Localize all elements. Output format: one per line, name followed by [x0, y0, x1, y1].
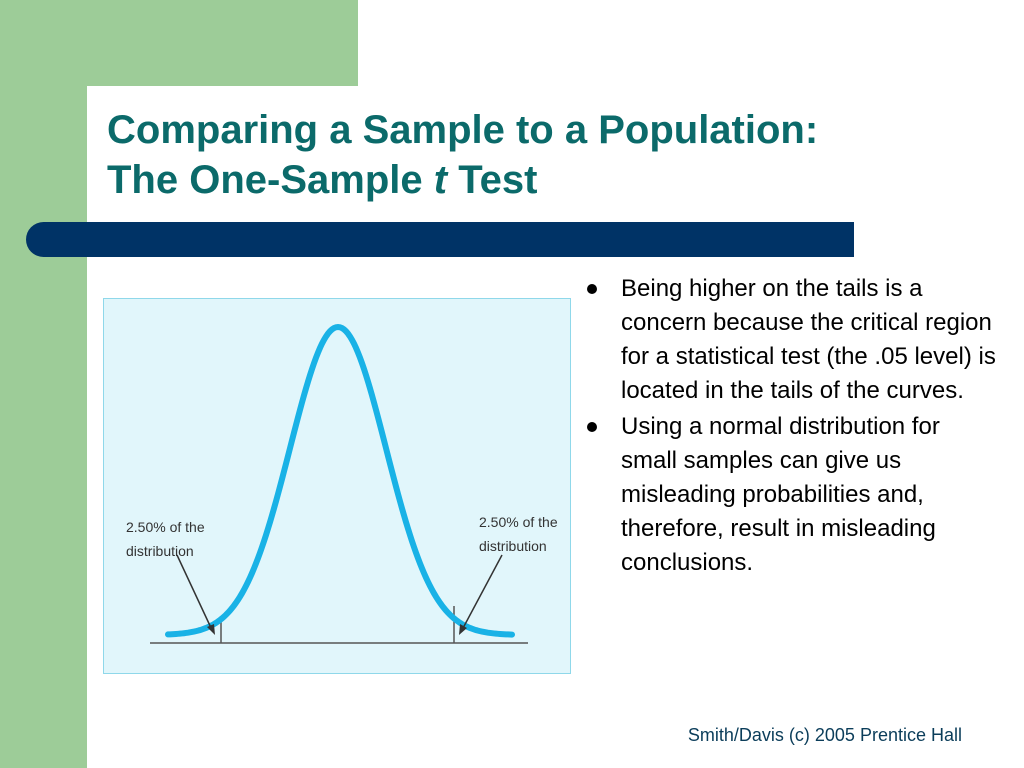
title-line-2-suffix: Test: [447, 158, 538, 202]
right-arrow: [461, 554, 503, 631]
bullet-item: Being higher on the tails is a concern b…: [586, 272, 996, 408]
title-line-2: The One-Sample t Test: [107, 155, 987, 205]
left-green-bar: [0, 0, 87, 768]
bullet-text: Being higher on the tails is a concern b…: [621, 275, 996, 404]
left-label-line-1: 2.50% of the: [126, 519, 205, 535]
title-line-1: Comparing a Sample to a Population:: [107, 108, 819, 152]
left-label-line-2: distribution: [126, 543, 194, 559]
bullet-item: Using a normal distribution for small sa…: [586, 410, 996, 580]
right-label-line-2: distribution: [479, 538, 547, 554]
footer-credit: Smith/Davis (c) 2005 Prentice Hall: [687, 725, 962, 745]
right-label-line-1: 2.50% of the: [479, 514, 558, 530]
left-arrowhead: [207, 624, 215, 635]
slide-title: Comparing a Sample to a Population: The …: [107, 105, 987, 205]
bullet-dot-icon: [587, 422, 597, 432]
title-divider-bar: [26, 222, 854, 257]
distribution-figure: 2.50% of the distribution 2.50% of the d…: [103, 298, 571, 674]
distribution-curve: [165, 323, 515, 638]
title-line-2-prefix: The One-Sample: [107, 158, 434, 202]
left-arrow: [176, 554, 213, 631]
right-arrowhead: [459, 624, 467, 635]
bullet-dot-icon: [587, 284, 597, 294]
bullet-list: Being higher on the tails is a concern b…: [586, 272, 996, 582]
title-line-2-italic: t: [433, 158, 448, 202]
distribution-svg: 2.50% of the distribution 2.50% of the d…: [126, 323, 558, 644]
top-green-block: [0, 0, 358, 86]
bullet-text: Using a normal distribution for small sa…: [621, 413, 940, 576]
